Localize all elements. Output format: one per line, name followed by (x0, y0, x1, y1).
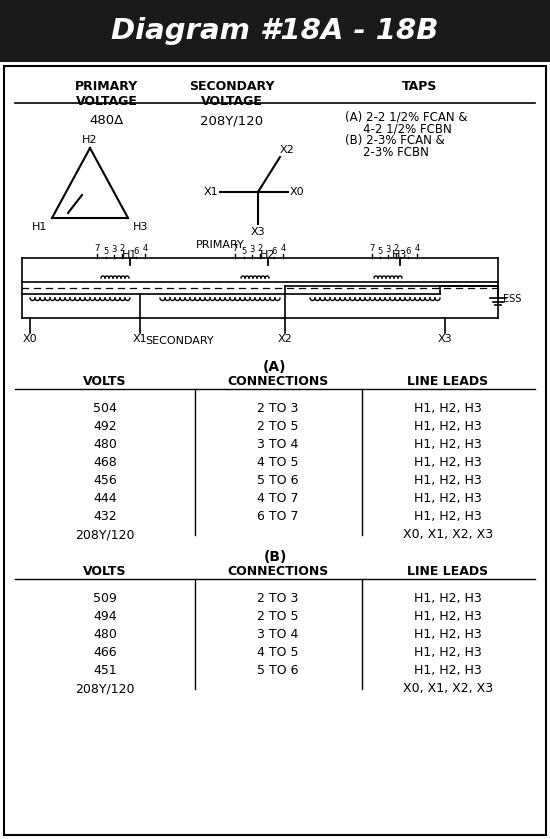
Text: TAPS: TAPS (402, 80, 438, 93)
Text: X0, X1, X2, X3: X0, X1, X2, X3 (403, 682, 493, 695)
Text: 432: 432 (93, 510, 117, 523)
Text: 2: 2 (393, 244, 399, 253)
Text: 5: 5 (103, 247, 109, 256)
Text: PRIMARY
VOLTAGE: PRIMARY VOLTAGE (75, 80, 139, 108)
Text: CONNECTIONS: CONNECTIONS (227, 375, 329, 388)
Text: SECONDARY: SECONDARY (146, 336, 214, 346)
Text: 6: 6 (271, 247, 277, 256)
Text: H1, H2, H3: H1, H2, H3 (414, 646, 482, 659)
Text: 5 TO 6: 5 TO 6 (257, 474, 299, 487)
Text: VOLTS: VOLTS (83, 375, 126, 388)
Text: 2 TO 3: 2 TO 3 (257, 402, 299, 415)
Text: (B): (B) (263, 550, 287, 564)
Text: H1, H2, H3: H1, H2, H3 (414, 492, 482, 505)
Text: Diagram #18A - 18B: Diagram #18A - 18B (111, 17, 439, 45)
Text: SECONDARY
VOLTAGE: SECONDARY VOLTAGE (189, 80, 275, 108)
Text: H1, H2, H3: H1, H2, H3 (414, 510, 482, 523)
Text: H3: H3 (392, 250, 408, 260)
Text: X0: X0 (290, 187, 305, 197)
Bar (0, 0, 550, 62)
Text: 5: 5 (241, 247, 246, 256)
Text: 208Y/120: 208Y/120 (75, 528, 135, 541)
Text: 444: 444 (93, 492, 117, 505)
Text: 3 TO 4: 3 TO 4 (257, 438, 299, 451)
Text: 2: 2 (257, 244, 263, 253)
Text: 2 TO 3: 2 TO 3 (257, 592, 299, 605)
Text: H1, H2, H3: H1, H2, H3 (414, 474, 482, 487)
Text: X1: X1 (204, 187, 218, 197)
Text: 466: 466 (93, 646, 117, 659)
Text: 3 TO 4: 3 TO 4 (257, 628, 299, 641)
Text: H2: H2 (82, 135, 98, 145)
Text: 4: 4 (142, 244, 147, 253)
Text: X0: X0 (23, 334, 37, 344)
Text: (A) 2-2 1/2% FCAN &: (A) 2-2 1/2% FCAN & (345, 110, 468, 123)
Text: CONNECTIONS: CONNECTIONS (227, 565, 329, 578)
Text: 4: 4 (414, 244, 420, 253)
Text: 208Y/120: 208Y/120 (75, 682, 135, 695)
Text: ESS: ESS (503, 294, 521, 304)
Text: X2: X2 (280, 145, 295, 155)
Text: X0, X1, X2, X3: X0, X1, X2, X3 (403, 528, 493, 541)
Text: 480Δ: 480Δ (90, 114, 124, 127)
Text: VOLTS: VOLTS (83, 565, 126, 578)
Text: 509: 509 (93, 592, 117, 605)
Text: H1: H1 (32, 222, 47, 232)
Text: X1: X1 (133, 334, 147, 344)
Text: LINE LEADS: LINE LEADS (408, 565, 488, 578)
Text: 6: 6 (405, 247, 411, 256)
Text: H1, H2, H3: H1, H2, H3 (414, 402, 482, 415)
Text: H1, H2, H3: H1, H2, H3 (414, 438, 482, 451)
Text: H1, H2, H3: H1, H2, H3 (414, 628, 482, 641)
Text: PRIMARY: PRIMARY (196, 240, 244, 250)
Text: 7: 7 (94, 244, 100, 253)
Text: X3: X3 (251, 227, 265, 237)
Text: 468: 468 (93, 456, 117, 469)
Text: X3: X3 (438, 334, 452, 344)
Text: H1, H2, H3: H1, H2, H3 (414, 420, 482, 433)
Text: 4 TO 7: 4 TO 7 (257, 492, 299, 505)
Text: X2: X2 (278, 334, 293, 344)
Text: H2: H2 (260, 250, 276, 260)
Text: 3: 3 (111, 245, 117, 254)
Text: 2-3% FCBN: 2-3% FCBN (363, 146, 429, 159)
Text: 5: 5 (377, 247, 383, 256)
Text: (B) 2-3% FCAN &: (B) 2-3% FCAN & (345, 134, 445, 147)
Text: 2 TO 5: 2 TO 5 (257, 420, 299, 433)
Text: 451: 451 (93, 664, 117, 677)
Text: 7: 7 (369, 244, 375, 253)
Text: 7: 7 (232, 244, 238, 253)
Text: (A): (A) (263, 360, 287, 374)
Text: H1, H2, H3: H1, H2, H3 (414, 592, 482, 605)
Text: 4: 4 (280, 244, 285, 253)
Text: 456: 456 (93, 474, 117, 487)
Text: 6: 6 (133, 247, 139, 256)
Text: 4 TO 5: 4 TO 5 (257, 646, 299, 659)
Text: H1, H2, H3: H1, H2, H3 (414, 610, 482, 623)
Text: H1: H1 (122, 250, 138, 260)
Text: 504: 504 (93, 402, 117, 415)
Text: 208Y/120: 208Y/120 (200, 114, 263, 127)
Text: 2 TO 5: 2 TO 5 (257, 610, 299, 623)
Text: 480: 480 (93, 438, 117, 451)
Text: 4-2 1/2% FCBN: 4-2 1/2% FCBN (363, 122, 452, 135)
Text: LINE LEADS: LINE LEADS (408, 375, 488, 388)
Text: H1, H2, H3: H1, H2, H3 (414, 456, 482, 469)
Text: 6 TO 7: 6 TO 7 (257, 510, 299, 523)
Text: H1, H2, H3: H1, H2, H3 (414, 664, 482, 677)
Text: 492: 492 (93, 420, 117, 433)
Text: 480: 480 (93, 628, 117, 641)
Text: 494: 494 (93, 610, 117, 623)
Text: 5 TO 6: 5 TO 6 (257, 664, 299, 677)
Text: 4 TO 5: 4 TO 5 (257, 456, 299, 469)
Text: 3: 3 (249, 245, 255, 254)
Text: 2: 2 (119, 244, 125, 253)
Text: H3: H3 (133, 222, 148, 232)
Text: 3: 3 (386, 245, 390, 254)
